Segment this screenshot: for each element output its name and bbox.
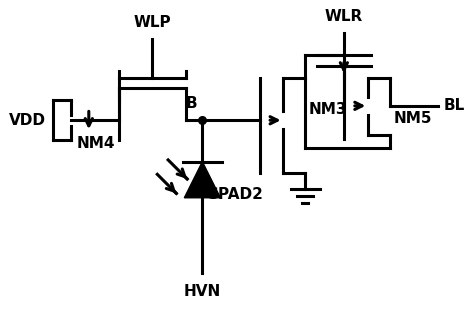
Text: BL: BL bbox=[444, 98, 465, 113]
Text: VDD: VDD bbox=[8, 113, 45, 128]
Text: NM5: NM5 bbox=[394, 111, 432, 126]
Text: B: B bbox=[185, 96, 197, 111]
Text: SPAD2: SPAD2 bbox=[208, 187, 264, 202]
Text: HVN: HVN bbox=[184, 284, 221, 299]
Text: NM3: NM3 bbox=[309, 102, 347, 117]
Text: NM4: NM4 bbox=[76, 136, 115, 151]
Text: WLR: WLR bbox=[325, 9, 363, 24]
Polygon shape bbox=[185, 162, 220, 198]
Text: WLP: WLP bbox=[133, 15, 171, 30]
